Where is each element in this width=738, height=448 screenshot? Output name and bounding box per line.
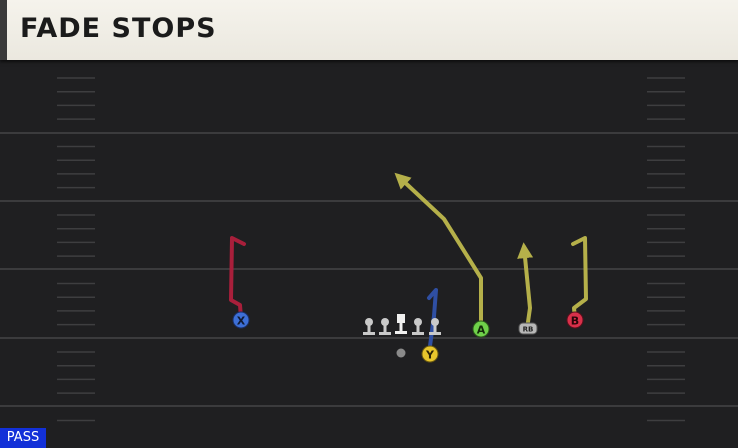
- route-x: [229, 236, 246, 320]
- player-y-marker: [421, 345, 439, 363]
- lineman-icon: [379, 318, 391, 335]
- player-rb-label: RB: [523, 326, 534, 334]
- yard-lines: [0, 132, 738, 407]
- offensive-line: [363, 314, 441, 358]
- route-y-block: [427, 288, 438, 348]
- player-x-marker: [232, 311, 250, 329]
- player-b[interactable]: B: [566, 311, 584, 329]
- player-rb[interactable]: RB: [518, 322, 538, 335]
- route-rb: [517, 242, 534, 324]
- player-y[interactable]: Y: [421, 345, 439, 363]
- player-b-marker: [566, 311, 584, 329]
- route-a: [394, 172, 483, 328]
- player-a-marker: [472, 320, 490, 338]
- lineman-icon: [363, 318, 375, 335]
- player-x-label: X: [237, 315, 246, 328]
- quarterback-dot: [396, 348, 406, 358]
- play-title: FADE STOPS: [20, 13, 217, 44]
- lineman-icon: [412, 318, 424, 335]
- lineman-icon: [429, 318, 441, 335]
- player-a[interactable]: A: [472, 320, 490, 338]
- routes: [229, 172, 588, 348]
- player-x[interactable]: X: [232, 311, 250, 329]
- title-bar: FADE STOPS: [0, 0, 738, 60]
- hash-marks-right: [647, 77, 685, 422]
- hash-marks-left: [57, 77, 95, 422]
- player-b-label: B: [571, 315, 579, 328]
- play-type-badge: PASS: [0, 428, 46, 448]
- player-a-label: A: [477, 324, 486, 337]
- route-b: [571, 236, 588, 320]
- player-y-label: Y: [425, 349, 435, 362]
- center-icon: [395, 314, 407, 334]
- player-rb-marker: [518, 322, 538, 335]
